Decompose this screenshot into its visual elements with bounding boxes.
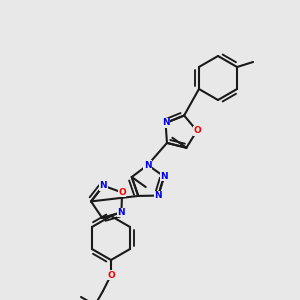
Text: N: N [162,118,170,127]
Text: O: O [107,271,115,280]
Text: N: N [144,160,152,169]
Text: N: N [154,191,162,200]
Text: N: N [160,172,168,181]
Text: O: O [118,188,126,197]
Text: N: N [100,181,107,190]
Text: N: N [118,208,125,217]
Text: O: O [193,126,201,135]
